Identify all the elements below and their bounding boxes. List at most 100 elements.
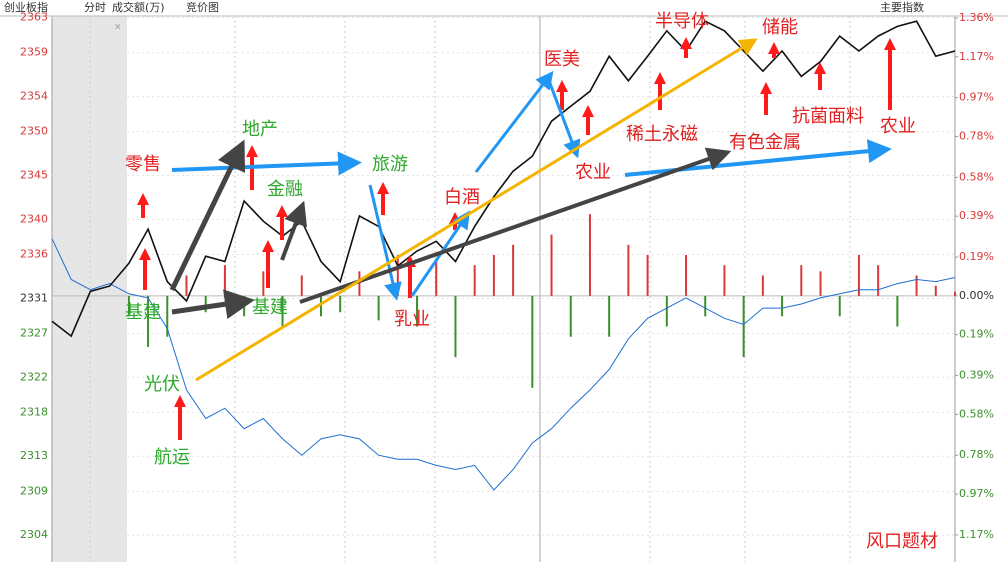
y-tick-label: 2322 xyxy=(20,370,48,383)
annotation: 乳业 xyxy=(394,309,430,330)
vertical-grid xyxy=(89,16,851,562)
y-tick-label: 2327 xyxy=(20,326,48,339)
red-arrow xyxy=(276,205,288,240)
trend-arrow xyxy=(624,139,892,177)
price-line xyxy=(51,20,956,338)
y-tick-label: 2340 xyxy=(20,212,48,225)
trend-arrow xyxy=(546,77,581,159)
volume-bar xyxy=(185,275,188,296)
volume-bar xyxy=(646,255,649,296)
annotation: 基建 xyxy=(125,302,161,323)
red-arrow xyxy=(377,182,389,215)
y2-tick-label: 0.58% xyxy=(959,170,994,183)
y2-tick-label: 1.36% xyxy=(959,11,994,24)
volume-bar xyxy=(473,265,476,296)
red-arrow xyxy=(654,72,666,110)
volume-bar xyxy=(588,214,591,296)
volume-bar xyxy=(934,285,937,296)
trend-arrow xyxy=(195,38,758,382)
y-tick-label: 2359 xyxy=(20,46,48,59)
volume-bar xyxy=(531,295,534,388)
y-tick-label: 2345 xyxy=(20,169,48,182)
volume-bar xyxy=(800,265,803,296)
y2-tick-label: 0.19% xyxy=(959,328,994,341)
header-item[interactable]: 成交额(万) xyxy=(112,0,165,14)
annotation: 零售 xyxy=(125,154,161,175)
annotation: 稀土永磁 xyxy=(626,124,698,145)
annotation: 农业 xyxy=(880,116,916,137)
y2-tick-label: 0.39% xyxy=(959,209,994,222)
annotation: 白酒 xyxy=(444,187,480,208)
annotation: 地产 xyxy=(242,119,278,140)
volume-bar xyxy=(685,255,688,296)
trend-arrow xyxy=(171,289,255,320)
volume-bar xyxy=(319,295,322,317)
y-tick-label: 2331 xyxy=(20,291,48,304)
y-tick-label: 2304 xyxy=(20,528,48,541)
volume-bar xyxy=(339,295,342,313)
y-tick-label: 2350 xyxy=(20,125,48,138)
red-arrow xyxy=(174,395,186,440)
volume-bar xyxy=(954,291,956,296)
red-arrow xyxy=(768,42,780,58)
volume-bar xyxy=(838,295,841,317)
close-button[interactable]: × xyxy=(114,23,122,33)
trend-arrow xyxy=(299,147,732,304)
y2-tick-label: 0.97% xyxy=(959,487,994,500)
y-tick-label: 2336 xyxy=(20,247,48,260)
annotation: 风口题材 xyxy=(866,531,938,552)
red-arrow xyxy=(139,248,151,290)
volume-bar xyxy=(166,295,169,337)
volume-bar xyxy=(512,244,515,296)
y2-tick-label: 0.78% xyxy=(959,130,994,143)
trend-arrow xyxy=(280,200,308,261)
annotation: 储能 xyxy=(762,17,798,38)
header-item[interactable]: 竞价图 xyxy=(186,0,219,14)
y-tick-label: 2318 xyxy=(20,405,48,418)
annotation: 旅游 xyxy=(372,154,408,175)
y2-tick-label: 0.97% xyxy=(959,91,994,104)
header-right[interactable]: 主要指数 xyxy=(880,0,924,14)
y2-tick-label: 0.39% xyxy=(959,369,994,382)
y2-tick-label: 1.17% xyxy=(959,50,994,63)
red-arrow xyxy=(814,62,826,90)
volume-bar xyxy=(358,271,361,296)
trend-arrow xyxy=(474,70,554,173)
red-arrow xyxy=(760,82,772,115)
volume-bar xyxy=(281,295,284,327)
annotation: 半导体 xyxy=(655,11,709,32)
volume-bar xyxy=(262,271,265,296)
volume-bar xyxy=(416,295,419,327)
annotation: 基建 xyxy=(252,297,288,318)
volume-bar xyxy=(127,295,130,317)
red-arrow xyxy=(262,240,274,288)
volume-bar xyxy=(396,255,399,296)
volume-bar xyxy=(300,275,303,296)
volume-bar xyxy=(877,265,880,296)
annotation: 航运 xyxy=(154,447,190,468)
volume-bar xyxy=(742,295,745,358)
y-tick-label: 2363 xyxy=(20,11,48,24)
volume-bar xyxy=(723,265,726,296)
price-line xyxy=(51,238,956,491)
volume-bar xyxy=(608,295,611,337)
annotation: 农业 xyxy=(575,162,611,183)
annotation: 抗菌面料 xyxy=(792,106,864,127)
header-item[interactable]: 创业板指 xyxy=(4,0,48,14)
volume-bar xyxy=(627,244,630,296)
header-item[interactable]: 分时 xyxy=(84,1,106,14)
volume-bar xyxy=(377,295,380,321)
y2-tick-label: 0.58% xyxy=(959,407,994,420)
volume-bar xyxy=(704,295,707,317)
y2-tick-label: 0.00% xyxy=(959,289,994,302)
volume-bar xyxy=(454,295,457,358)
volume-bar xyxy=(857,255,860,296)
y-tick-label: 2309 xyxy=(20,484,48,497)
red-arrow xyxy=(884,38,896,110)
volume-bar xyxy=(665,295,668,327)
trend-arrow xyxy=(410,210,471,297)
volume-bar xyxy=(896,295,899,327)
annotation: 有色金属 xyxy=(729,132,801,153)
annotation: 医美 xyxy=(544,49,580,70)
